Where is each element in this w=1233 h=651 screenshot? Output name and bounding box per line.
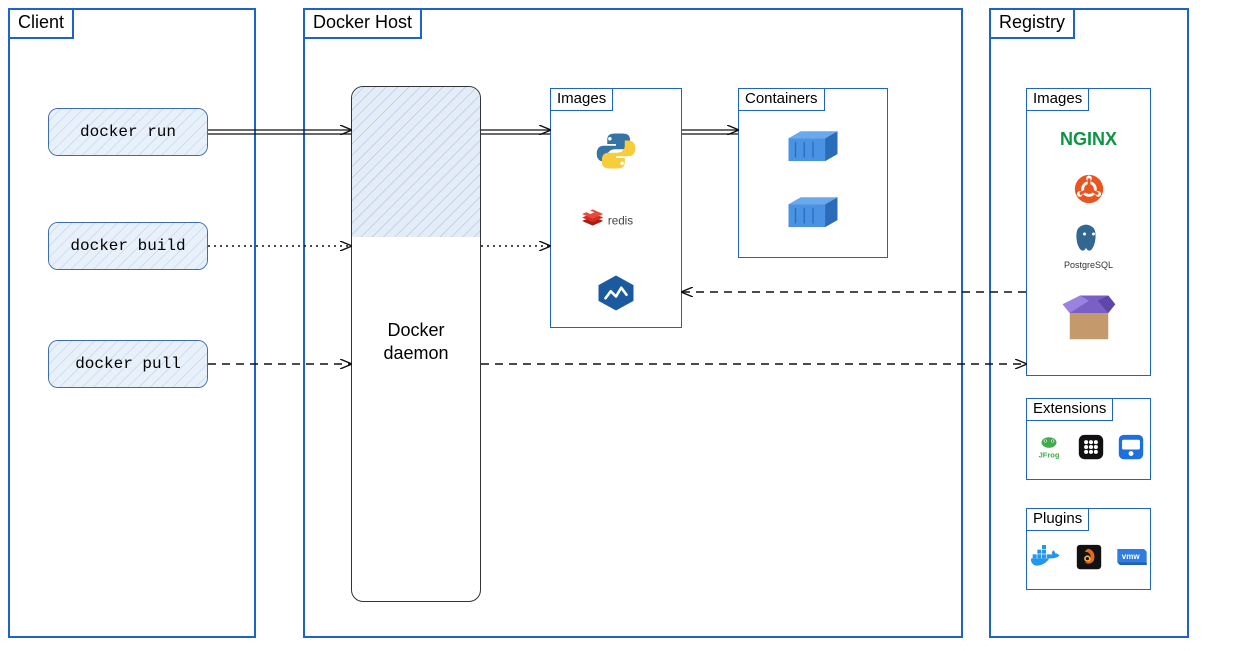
host-images-label: Images [557, 90, 606, 107]
host-containers-box: Containers [738, 88, 888, 258]
registry-images-label-tab: Images [1026, 88, 1089, 111]
host-title-label: Docker Host [313, 12, 412, 32]
registry-extensions-label: Extensions [1033, 400, 1106, 417]
postgres-icon: PostgreSQL [1027, 217, 1150, 275]
docker-daemon-box: Docker daemon [351, 86, 481, 602]
postgres-icon-label: PostgreSQL [1064, 260, 1113, 270]
docker-run-cmd: docker run [48, 108, 208, 156]
jfrog-icon: JFrog [1034, 432, 1064, 467]
registry-images-label: Images [1033, 90, 1082, 107]
daemon-label-line1: Docker [387, 320, 444, 340]
host-images-label-tab: Images [550, 88, 613, 111]
python-icon [551, 121, 681, 181]
hex-icon [551, 263, 681, 323]
grid-app-icon [1078, 434, 1104, 465]
client-panel: Client [8, 8, 256, 638]
client-title-label: Client [18, 12, 64, 32]
redis-icon: redis [551, 191, 681, 251]
docker-plugin-icon [1030, 544, 1062, 575]
registry-extensions-label-tab: Extensions [1026, 398, 1113, 421]
docker-build-label: docker build [70, 237, 185, 255]
registry-plugins-box: Plugins [1026, 508, 1151, 590]
plugins-row: vmw [1027, 539, 1150, 579]
svg-text:redis: redis [608, 215, 633, 228]
host-title: Docker Host [303, 8, 422, 39]
blue-app-icon [1118, 434, 1144, 465]
docker-build-cmd: docker build [48, 222, 208, 270]
registry-images-box: Images NGINX PostgreSQL [1026, 88, 1151, 376]
container-icon-1 [739, 119, 887, 174]
host-containers-label-tab: Containers [738, 88, 825, 111]
svg-text:JFrog: JFrog [1038, 450, 1059, 459]
vmw-icon: vmw [1116, 545, 1148, 574]
daemon-label-line2: daemon [383, 343, 448, 363]
registry-plugins-label: Plugins [1033, 510, 1082, 527]
grafana-icon [1076, 544, 1102, 575]
registry-plugins-label-tab: Plugins [1026, 508, 1089, 531]
client-title: Client [8, 8, 74, 39]
container-icon-2 [739, 185, 887, 240]
box-icon [1027, 285, 1150, 355]
ubuntu-icon [1027, 167, 1150, 211]
registry-title: Registry [989, 8, 1075, 39]
daemon-label: Docker daemon [352, 319, 480, 364]
host-containers-label: Containers [745, 90, 818, 107]
daemon-hatch [352, 87, 481, 237]
docker-pull-cmd: docker pull [48, 340, 208, 388]
docker-run-label: docker run [80, 123, 176, 141]
registry-extensions-box: Extensions JFrog [1026, 398, 1151, 480]
extensions-row: JFrog [1027, 429, 1150, 469]
registry-title-label: Registry [999, 12, 1065, 32]
nginx-icon: NGINX [1027, 119, 1150, 159]
docker-pull-label: docker pull [75, 355, 181, 373]
nginx-icon-label: NGINX [1060, 129, 1117, 150]
vmw-icon-label: vmw [1121, 552, 1140, 561]
host-images-box: Images redis [550, 88, 682, 328]
